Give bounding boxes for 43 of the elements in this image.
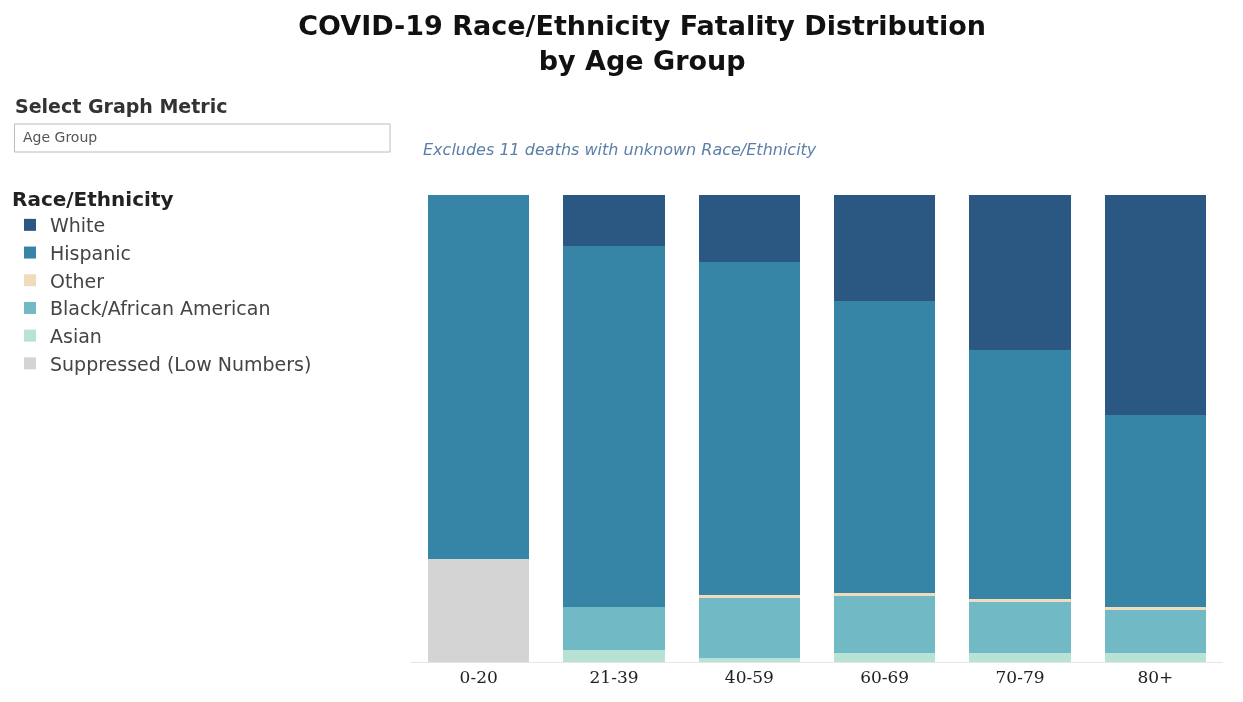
bar: [427, 559, 530, 662]
legend-label: Suppressed (Low Numbers): [50, 352, 312, 375]
bar: [969, 653, 1071, 662]
bar: [1104, 195, 1207, 416]
bar: [698, 195, 801, 263]
x-tick-label: 0-20: [459, 667, 498, 688]
bar: [1104, 415, 1207, 607]
chart-title: COVID-19 Race/Ethnicity Fatality Distribution by Age Group: [298, 10, 987, 77]
legend-label: Hispanic: [50, 241, 131, 264]
bar: [833, 195, 936, 302]
bar: [563, 650, 665, 662]
bar: [969, 195, 1071, 350]
bar: [698, 597, 801, 659]
bar: [969, 601, 1071, 654]
x-tick-label: 70-79: [995, 667, 1045, 688]
bar: [698, 658, 801, 662]
bar: [1104, 653, 1207, 662]
legend-label: Asian: [50, 325, 102, 348]
legend-label: White: [50, 214, 106, 237]
bar: [833, 301, 936, 593]
x-tick-label: 40-59: [724, 667, 774, 688]
bar: [698, 594, 801, 598]
legend-label: Other: [50, 269, 105, 292]
chart-subtitle: Excludes 11 deaths with unknown Race/Ethnicity: [423, 140, 817, 159]
text: Select Graph Metric: [15, 95, 228, 117]
legend-label: Black/African American: [50, 297, 271, 320]
bar: [563, 246, 665, 607]
x-tick-label: 21-39: [589, 667, 639, 688]
bar: [698, 262, 801, 595]
text: Age Group: [23, 129, 98, 145]
bar: [1104, 609, 1207, 654]
bar: [969, 349, 1071, 599]
bar: [833, 653, 936, 662]
x-tick-label: 80+: [1137, 667, 1174, 688]
bar: [833, 595, 936, 654]
bar: [833, 592, 936, 596]
bar: [563, 606, 665, 651]
legend-title: Race/Ethnicity: [12, 187, 174, 211]
bar: [563, 195, 665, 247]
x-tick-label: 60-69: [860, 667, 910, 688]
bar: [1104, 606, 1207, 610]
bar: [427, 195, 530, 560]
bar: [969, 598, 1071, 602]
